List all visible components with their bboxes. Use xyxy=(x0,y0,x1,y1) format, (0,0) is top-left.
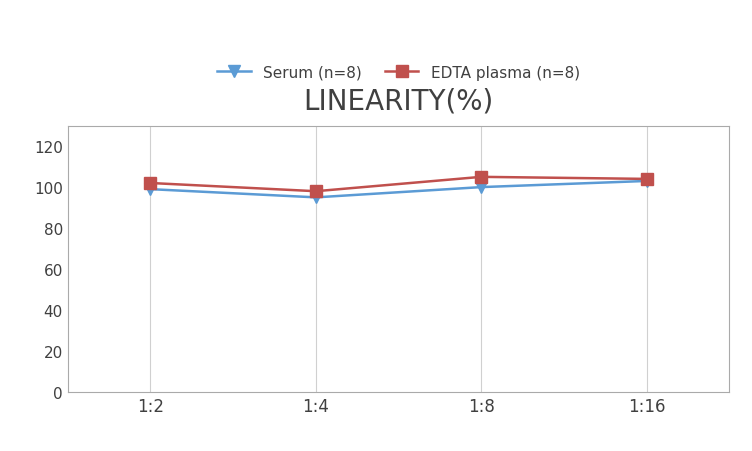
Title: LINEARITY(%): LINEARITY(%) xyxy=(304,87,493,115)
Legend: Serum (n=8), EDTA plasma (n=8): Serum (n=8), EDTA plasma (n=8) xyxy=(211,60,586,87)
EDTA plasma (n=8) xyxy=(311,189,320,194)
Serum (n=8) xyxy=(642,179,651,184)
Serum (n=8) xyxy=(146,187,155,193)
Serum (n=8) xyxy=(477,185,486,190)
EDTA plasma (n=8) xyxy=(146,181,155,186)
Line: Serum (n=8): Serum (n=8) xyxy=(145,176,652,203)
EDTA plasma (n=8) xyxy=(642,177,651,182)
Serum (n=8) xyxy=(311,195,320,201)
EDTA plasma (n=8) xyxy=(477,175,486,180)
Line: EDTA plasma (n=8): EDTA plasma (n=8) xyxy=(145,172,652,198)
